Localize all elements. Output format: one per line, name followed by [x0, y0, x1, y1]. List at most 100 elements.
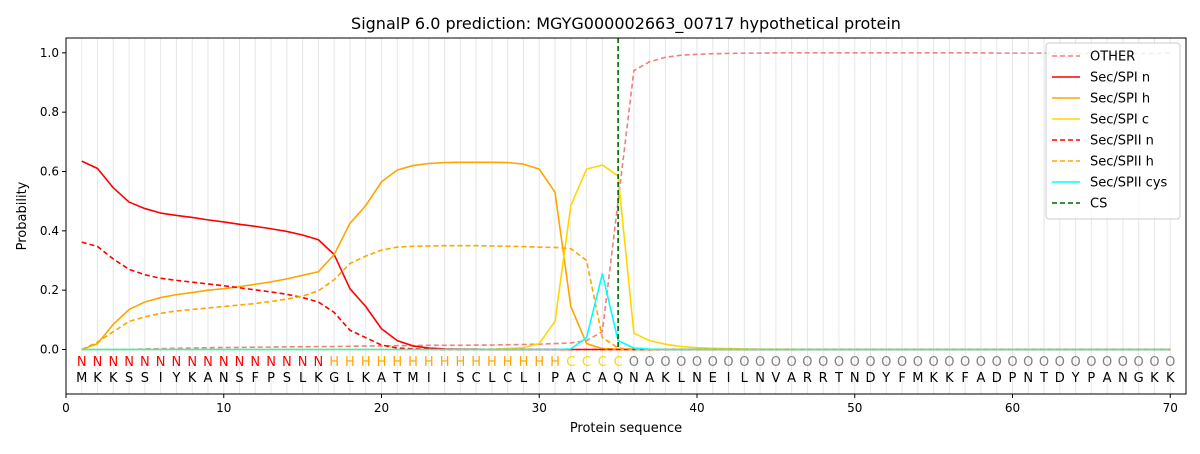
residue-label: N [850, 371, 860, 386]
region-label: O [660, 355, 670, 370]
residue-label: N [629, 371, 639, 386]
residue-label: K [93, 371, 102, 386]
series-line-sec-spii-n [81, 241, 1171, 351]
region-label: O [1102, 355, 1112, 370]
residue-label: L [346, 371, 354, 386]
residue-label: F [961, 371, 968, 386]
y-tick-label: 0.4 [40, 224, 59, 238]
region-label: O [1023, 355, 1033, 370]
residue-label: T [392, 371, 401, 386]
y-tick-label: 0.6 [40, 165, 59, 179]
residue-label: A [598, 371, 607, 386]
region-label: O [1149, 355, 1159, 370]
region-label: H [503, 355, 513, 370]
region-label: H [487, 355, 497, 370]
x-tick-label: 60 [1005, 401, 1020, 415]
axes: 0 10 20 30 40 50 60 70 0.0 0.2 0.4 0.6 0.8 1.0 [40, 46, 1178, 415]
region-label: C [614, 355, 623, 370]
residue-label: T [834, 371, 843, 386]
region-label: H [534, 355, 544, 370]
region-label: N [314, 355, 324, 370]
region-label: N [282, 355, 292, 370]
region-label: N [266, 355, 276, 370]
legend-label: Sec/SPI h [1090, 92, 1150, 107]
region-label: O [1055, 355, 1065, 370]
region-label: H [377, 355, 387, 370]
region-label: O [1039, 355, 1049, 370]
legend-label: OTHER [1090, 50, 1135, 65]
region-label: O [1070, 355, 1080, 370]
region-label: O [834, 355, 844, 370]
residue-label: A [377, 371, 386, 386]
residue-label: I [537, 371, 541, 386]
region-label: H [440, 355, 450, 370]
residue-label: N [692, 371, 702, 386]
residue-label: K [945, 371, 954, 386]
x-tick-label: 20 [374, 401, 389, 415]
region-label: H [455, 355, 465, 370]
residue-label: L [488, 371, 496, 386]
region-label: H [519, 355, 529, 370]
region-label: N [298, 355, 308, 370]
region-label: H [424, 355, 434, 370]
region-label: N [250, 355, 260, 370]
region-label: O [739, 355, 749, 370]
y-tick-label: 1.0 [40, 46, 59, 60]
residue-label: G [329, 371, 339, 386]
region-label: N [108, 355, 118, 370]
region-label: N [172, 355, 182, 370]
series-line-sec-spi-c [81, 164, 1171, 351]
region-label: O [645, 355, 655, 370]
y-tick-label: 0.0 [40, 343, 59, 357]
series-line-sec-spii-cys [81, 273, 1171, 351]
region-label: O [787, 355, 797, 370]
region-label: O [1165, 355, 1175, 370]
residue-label: L [520, 371, 528, 386]
residue-label: A [976, 371, 985, 386]
legend-box [1045, 42, 1181, 220]
residue-label: K [109, 371, 118, 386]
residue-label: N [1118, 371, 1128, 386]
residue-label: R [819, 371, 828, 386]
residue-label: Y [1071, 371, 1080, 386]
region-label: O [928, 355, 938, 370]
x-tick-label: 10 [216, 401, 231, 415]
residue-label: K [361, 371, 370, 386]
region-label: O [976, 355, 986, 370]
legend-label: Sec/SPII n [1090, 134, 1154, 149]
residue-label: L [741, 371, 749, 386]
residue-label: T [1039, 371, 1048, 386]
residue-label: C [472, 371, 481, 386]
region-label: O [708, 355, 718, 370]
y-tick-label: 0.8 [40, 105, 59, 119]
residue-label: N [1023, 371, 1033, 386]
residue-label: I [443, 371, 447, 386]
residue-label: N [219, 371, 229, 386]
region-label: N [219, 355, 229, 370]
region-label: O [960, 355, 970, 370]
region-label: H [550, 355, 560, 370]
residue-label: M [912, 371, 923, 386]
region-label: O [723, 355, 733, 370]
residue-label: S [283, 371, 291, 386]
legend-label: Sec/SPII h [1090, 155, 1154, 170]
region-label: C [598, 355, 607, 370]
residue-label: K [661, 371, 670, 386]
region-label: O [818, 355, 828, 370]
x-tick-label: 50 [847, 401, 862, 415]
region-label: N [93, 355, 103, 370]
region-label: O [676, 355, 686, 370]
residue-label: N [755, 371, 765, 386]
chart-title: SignalP 6.0 prediction: MGYG000002663_00… [351, 14, 901, 34]
residue-label: F [898, 371, 905, 386]
residue-label: P [267, 371, 275, 386]
region-label: H [361, 355, 371, 370]
residue-label: I [427, 371, 431, 386]
region-label: N [124, 355, 134, 370]
residue-label: Y [881, 371, 890, 386]
region-label: O [913, 355, 923, 370]
plot-frame [65, 37, 1187, 395]
y-tick-label: 0.2 [40, 283, 59, 297]
